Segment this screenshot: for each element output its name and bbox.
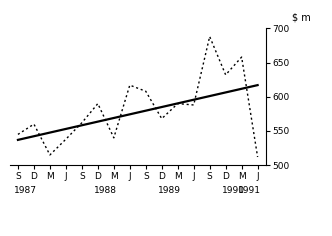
Text: 1988: 1988 [94,186,117,195]
Text: $ m: $ m [292,13,311,23]
Text: 1991: 1991 [238,186,261,195]
Text: 1987: 1987 [14,186,38,195]
Text: 1989: 1989 [158,186,181,195]
Text: 1990: 1990 [222,186,245,195]
